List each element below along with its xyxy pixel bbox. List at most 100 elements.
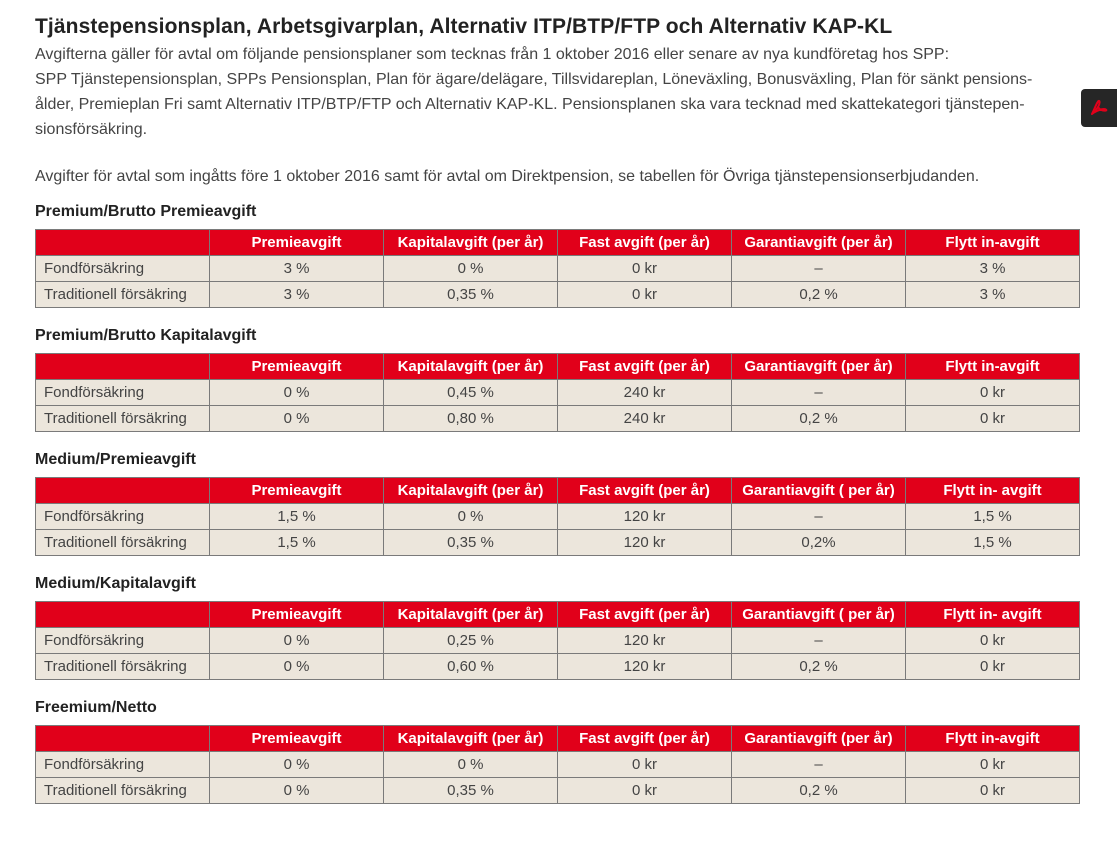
row-label: Fondförsäkring [35, 255, 210, 282]
row-label: Traditionell försäkring [35, 777, 210, 804]
table-cell: 0 kr [905, 379, 1080, 406]
pdf-icon [1091, 99, 1108, 115]
row-label: Traditionell försäkring [35, 281, 210, 308]
table-cell: 0,2% [731, 529, 906, 556]
table-row: Fondförsäkring 0 % 0,45 % 240 kr –0 kr [35, 379, 1080, 406]
table-cell: – [731, 751, 906, 778]
table-cell: 0,2 % [731, 777, 906, 804]
table-cell: 3 % [905, 281, 1080, 308]
table-cell: 0 % [383, 751, 558, 778]
table-header-row: Premieavgift Kapitalavgift (per år) Fast a… [35, 229, 1080, 256]
table-cell: 0 kr [557, 281, 732, 308]
column-header [35, 477, 210, 504]
table-row: Fondförsäkring 0 % 0,25 % 120 kr –0 kr [35, 627, 1080, 654]
column-header: Kapitalavgift (per år) [383, 601, 558, 628]
table-cell: 240 kr [557, 379, 732, 406]
column-header: Premieavgift [209, 229, 384, 256]
table-cell: 1,5 % [905, 503, 1080, 530]
page-title: Tjänstepensionsplan, Arbetsgivarplan, Al… [35, 15, 893, 38]
table-cell: 120 kr [557, 529, 732, 556]
column-header [35, 601, 210, 628]
section-heading: Premium/Brutto Kapitalavgift [35, 327, 257, 344]
table-cell: 0 kr [905, 653, 1080, 680]
row-label: Traditionell försäkring [35, 405, 210, 432]
table-cell: 0,2 % [731, 405, 906, 432]
table-cell: 0 kr [905, 627, 1080, 654]
table-row: Traditionell försäkring 0 % 0,80 % 240 kr 0,… [35, 405, 1080, 432]
table-cell: 0 % [383, 255, 558, 282]
table-cell: 0,2 % [731, 653, 906, 680]
table-cell: 0,35 % [383, 777, 558, 804]
table-row: Fondförsäkring 1,5 % 0 % 120 kr –1,5 % [35, 503, 1080, 530]
column-header: Fast avgift (per år) [557, 725, 732, 752]
table-header-row: Premieavgift Kapitalavgift (per år) Fast a… [35, 477, 1080, 504]
table-cell: 0,2 % [731, 281, 906, 308]
column-header [35, 229, 210, 256]
column-header [35, 353, 210, 380]
main-content: Tjänstepensionsplan, Arbetsgivarplan, Al… [35, 12, 1080, 804]
intro-line: sionsförsäkring. [35, 121, 148, 138]
table-header-row: Premieavgift Kapitalavgift (per år) Fast a… [35, 353, 1080, 380]
table-cell: 0 % [209, 405, 384, 432]
row-label: Fondförsäkring [35, 751, 210, 778]
section-heading: Medium/Kapitalavgift [35, 575, 196, 592]
table-cell: 3 % [209, 281, 384, 308]
table-cell: – [731, 503, 906, 530]
intro-line: ålder, Premieplan Fri samt Alternativ IT… [35, 96, 1025, 113]
table-cell: 0 kr [905, 777, 1080, 804]
table-cell: 1,5 % [209, 529, 384, 556]
table-cell: 0 % [209, 379, 384, 406]
column-header: Garantiavgift ( per år) [731, 477, 906, 504]
column-header: Kapitalavgift (per år) [383, 353, 558, 380]
table-cell: 1,5 % [209, 503, 384, 530]
row-label: Traditionell försäkring [35, 529, 210, 556]
fee-section: Medium/Premieavgift Premieavgift Kapitalav… [35, 449, 1080, 556]
intro-line: SPP Tjänstepensionsplan, SPPs Pensionspl… [35, 71, 1033, 88]
fee-table: Premieavgift Kapitalavgift (per år) Fast a… [35, 229, 1080, 308]
row-label: Fondförsäkring [35, 503, 210, 530]
column-header: Garantiavgift (per år) [731, 353, 906, 380]
table-cell: 0,35 % [383, 281, 558, 308]
fee-section: Freemium/Netto Premieavgift Kapitalavgift … [35, 697, 1080, 804]
column-header: Kapitalavgift (per år) [383, 477, 558, 504]
fee-table: Premieavgift Kapitalavgift (per år) Fast a… [35, 477, 1080, 556]
fee-table: Premieavgift Kapitalavgift (per år) Fast a… [35, 601, 1080, 680]
table-cell: 0,60 % [383, 653, 558, 680]
column-header: Kapitalavgift (per år) [383, 229, 558, 256]
table-cell: 0,25 % [383, 627, 558, 654]
column-header: Flytt in-avgift [905, 229, 1080, 256]
table-cell: 0,45 % [383, 379, 558, 406]
table-cell: 1,5 % [905, 529, 1080, 556]
column-header: Flytt in-avgift [905, 725, 1080, 752]
pdf-download-button[interactable] [1081, 89, 1117, 127]
fee-section: Premium/Brutto Kapitalavgift Premieavgift… [35, 325, 1080, 432]
column-header: Flytt in- avgift [905, 601, 1080, 628]
table-cell: 0 % [209, 777, 384, 804]
table-cell: 240 kr [557, 405, 732, 432]
table-cell: – [731, 627, 906, 654]
table-cell: – [731, 255, 906, 282]
column-header: Fast avgift (per år) [557, 477, 732, 504]
table-cell: 0 kr [557, 751, 732, 778]
note-text: Avgifter för avtal som ingåtts före 1 ok… [35, 168, 980, 185]
table-row: Fondförsäkring 3 % 0 % 0 kr –3 % [35, 255, 1080, 282]
row-label: Traditionell försäkring [35, 653, 210, 680]
table-cell: 0 % [209, 653, 384, 680]
fee-tables: Premium/Brutto Premieavgift Premieavgift K… [35, 201, 1080, 804]
row-label: Fondförsäkring [35, 627, 210, 654]
column-header: Garantiavgift (per år) [731, 229, 906, 256]
table-cell: 0 kr [557, 777, 732, 804]
table-cell: 0 % [209, 627, 384, 654]
table-cell: 0,35 % [383, 529, 558, 556]
column-header: Garantiavgift ( per år) [731, 601, 906, 628]
row-label: Fondförsäkring [35, 379, 210, 406]
table-cell: 120 kr [557, 653, 732, 680]
table-header-row: Premieavgift Kapitalavgift (per år) Fast a… [35, 725, 1080, 752]
column-header: Kapitalavgift (per år) [383, 725, 558, 752]
section-heading: Premium/Brutto Premieavgift [35, 203, 257, 220]
table-cell: 3 % [209, 255, 384, 282]
table-cell: 0 kr [905, 751, 1080, 778]
table-row: Traditionell försäkring 1,5 % 0,35 % 120 kr… [35, 529, 1080, 556]
column-header [35, 725, 210, 752]
fee-section: Medium/Kapitalavgift Premieavgift Kapitala… [35, 573, 1080, 680]
